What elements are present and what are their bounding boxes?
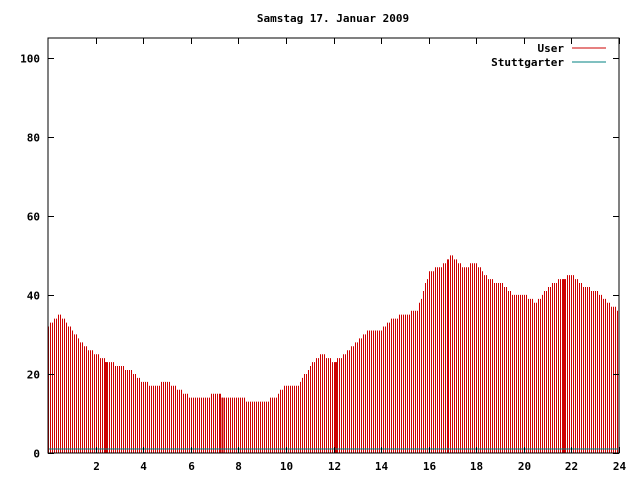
y-axis: 0 20 40 60 80 100 xyxy=(20,53,619,461)
y-tick-label: 80 xyxy=(27,132,40,145)
x-tick-label: 16 xyxy=(423,460,437,473)
legend-stuttgarter-label: Stuttgarter xyxy=(491,56,564,69)
plot-frame xyxy=(47,37,620,454)
x-tick-label: 22 xyxy=(565,460,578,473)
y-tick-label: 20 xyxy=(27,369,40,382)
x-tick-label: 4 xyxy=(140,460,147,473)
chart-title: Samstag 17. Januar 2009 xyxy=(257,12,409,25)
y-tick-label: 0 xyxy=(33,448,40,461)
y-tick-label: 100 xyxy=(20,53,40,66)
legend: User Stuttgarter xyxy=(491,42,606,69)
x-tick-label: 24 xyxy=(613,460,627,473)
legend-user-label: User xyxy=(538,42,565,55)
y-tick-label: 60 xyxy=(27,211,40,224)
x-tick-label: 8 xyxy=(235,460,242,473)
x-tick-label: 18 xyxy=(470,460,483,473)
x-tick-label: 14 xyxy=(375,460,389,473)
y-tick-label: 40 xyxy=(27,290,40,303)
x-axis: 2 4 6 8 10 12 14 16 18 20 22 24 xyxy=(93,38,626,473)
x-tick-label: 10 xyxy=(280,460,293,473)
bars-layer xyxy=(48,255,618,453)
x-tick-label: 2 xyxy=(93,460,100,473)
x-tick-label: 12 xyxy=(328,460,341,473)
x-tick-label: 20 xyxy=(518,460,531,473)
x-tick-label: 6 xyxy=(188,460,195,473)
